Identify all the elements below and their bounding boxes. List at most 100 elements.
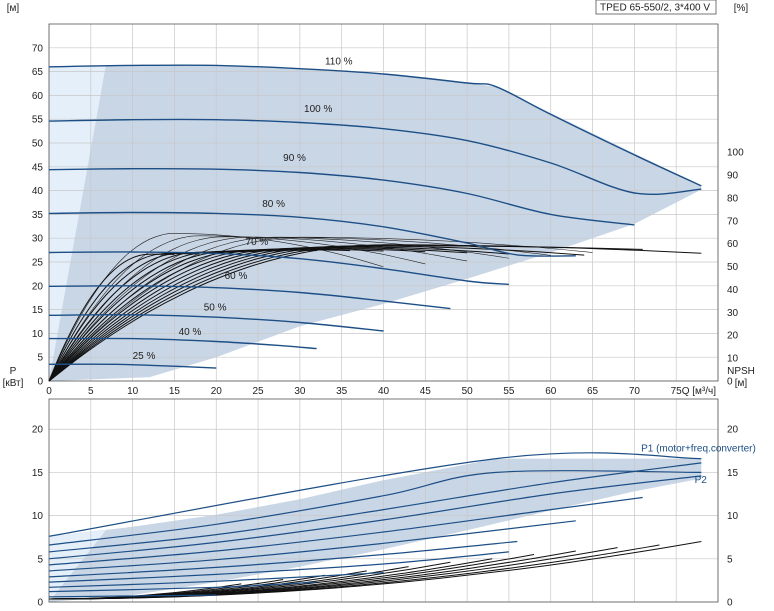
y-tick-label: 35 <box>32 210 44 221</box>
x-tick-label: 55 <box>503 386 515 397</box>
efficiency-curve <box>48 250 259 382</box>
head-curve <box>48 337 317 350</box>
y-tick-label: 5 <box>37 353 43 364</box>
y2-tick-label: 30 <box>727 308 739 319</box>
x-tick-label: 75 <box>671 386 683 397</box>
x-tick-label: 50 <box>462 386 474 397</box>
y2-axis-label: NPSH <box>727 366 755 377</box>
power-npsh-panel: 0 5 10 15 20 0 5 10 15 20 P[кВт] NPSH[м] P1 (motor+f… <box>3 366 756 609</box>
pump-model-title: TPED 65-550/2, 3*400 V <box>595 0 717 15</box>
low-flow-region <box>49 65 106 382</box>
power-curve <box>48 462 702 553</box>
efficiency-curve <box>48 245 585 382</box>
x-tick-label: 5 <box>88 386 94 397</box>
x-tick-label: 35 <box>336 386 348 397</box>
series-label: P1 (motor+freq.converter) <box>641 444 756 455</box>
efficiency-curve <box>48 253 175 382</box>
y-tick-label: 15 <box>32 468 44 479</box>
y2-tick-label: 10 <box>727 511 739 522</box>
y-tick-label: 0 <box>37 377 43 388</box>
speed-label: 80 % <box>262 199 285 210</box>
y-axis-label: P <box>10 366 17 377</box>
speed-label: 90 % <box>283 153 306 164</box>
pump-model-title-text: TPED 65-550/2, 3*400 V <box>600 3 710 14</box>
y-tick-label: 20 <box>32 281 44 292</box>
thin-head-curve <box>48 236 593 382</box>
thin-head-curve <box>48 236 509 382</box>
y-tick-label: 10 <box>32 329 44 340</box>
head-curve <box>48 64 702 187</box>
head-efficiency-panel: 0510152025303540455055606570010203040506… <box>7 0 749 397</box>
y-tick-label: 30 <box>32 234 44 245</box>
power-curve <box>48 452 702 537</box>
y-tick-label: 25 <box>32 258 44 269</box>
y2-tick-label: 60 <box>727 239 739 250</box>
efficiency-curve <box>48 248 384 382</box>
thin-head-curve <box>48 233 384 382</box>
y2-tick-label: 90 <box>727 171 739 182</box>
power-curve <box>48 475 702 560</box>
y-tick-label: 15 <box>32 305 44 316</box>
power-curve <box>48 551 509 583</box>
y2-tick-label: 10 <box>727 354 739 365</box>
y2-tick-label: 70 <box>727 216 739 227</box>
y2-tick-label: 50 <box>727 262 739 273</box>
head-curve <box>48 314 384 332</box>
efficiency-curve <box>48 247 426 382</box>
y2-tick-label: 100 <box>727 148 744 159</box>
x-tick-label: 60 <box>545 386 557 397</box>
x-tick-label: 20 <box>211 386 223 397</box>
y2-tick-label: 40 <box>727 285 739 296</box>
efficiency-curve <box>48 246 468 382</box>
x-tick-label: 15 <box>169 386 181 397</box>
y-tick-label: 40 <box>32 186 44 197</box>
y-tick-label: 45 <box>32 162 44 173</box>
series-label: P2 <box>695 475 708 486</box>
efficiency-curve <box>48 244 643 382</box>
y-tick-label: 55 <box>32 115 44 126</box>
speed-label: 110 % <box>325 56 353 67</box>
head-curve <box>48 251 509 286</box>
power-curve <box>48 520 576 572</box>
speed-label: 25 % <box>133 351 156 362</box>
speed-label: 40 % <box>179 327 202 338</box>
head-curve <box>48 363 217 369</box>
x-tick-label: 45 <box>420 386 432 397</box>
x-tick-label: 0 <box>46 386 52 397</box>
y2-tick-label: 80 <box>727 193 739 204</box>
y-tick-label: 0 <box>37 598 43 609</box>
thin-head-curve <box>48 235 426 382</box>
operating-envelope <box>49 65 702 382</box>
y2-tick-label: 0 <box>727 377 733 388</box>
x-tick-label: 65 <box>587 386 599 397</box>
y2-tick-label: 0 <box>727 598 733 609</box>
y2-axis-label: eta <box>734 0 748 2</box>
plot-frame <box>48 23 719 382</box>
efficiency-curve <box>48 248 351 382</box>
power-curve <box>48 496 643 566</box>
y-axis-unit: [м] <box>7 3 20 14</box>
power-curve <box>48 540 518 578</box>
y2-tick-label: 20 <box>727 425 739 436</box>
y-axis-label: H <box>9 0 16 2</box>
head-curve <box>48 285 451 310</box>
speed-label: 50 % <box>204 303 227 314</box>
x-axis-label: Q [м³/ч] <box>682 386 717 397</box>
y2-axis-unit: [м] <box>735 378 748 389</box>
y-tick-label: 20 <box>32 425 44 436</box>
head-curve <box>48 211 576 257</box>
head-curve <box>48 167 635 226</box>
thin-head-curve <box>48 236 468 382</box>
y-tick-label: 5 <box>37 554 43 565</box>
y2-axis-unit: [%] <box>734 3 749 14</box>
efficiency-curve <box>48 251 234 382</box>
y-axis-unit: [кВт] <box>3 378 24 389</box>
y2-tick-label: 15 <box>727 468 739 479</box>
plot-frame <box>48 398 719 603</box>
power-curve <box>48 572 384 588</box>
power-curve <box>48 581 317 593</box>
efficiency-curve <box>48 249 317 382</box>
power-curve <box>48 470 702 546</box>
x-tick-label: 10 <box>127 386 139 397</box>
